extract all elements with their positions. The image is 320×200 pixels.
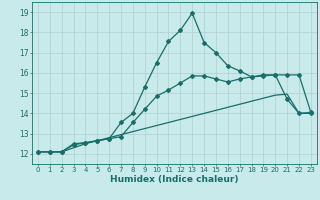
X-axis label: Humidex (Indice chaleur): Humidex (Indice chaleur) (110, 175, 239, 184)
